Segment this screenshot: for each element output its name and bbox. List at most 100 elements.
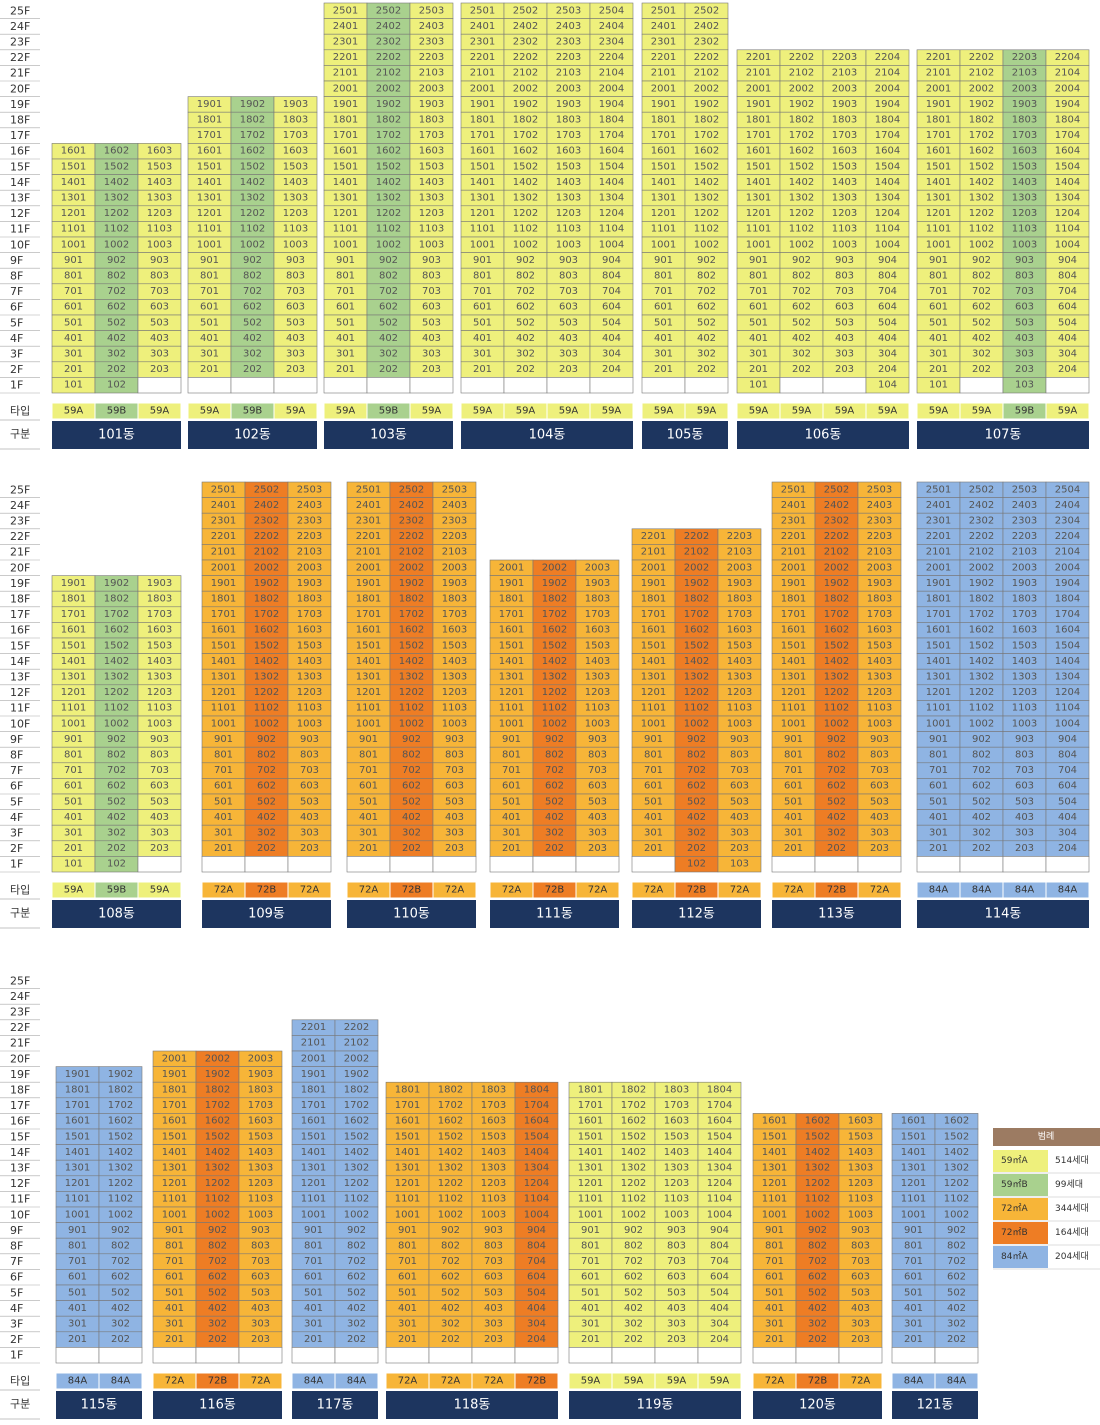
- type-label: 72A: [851, 1376, 871, 1387]
- legend-type: 72㎡B: [1001, 1227, 1028, 1238]
- unit-number: 202: [441, 1334, 460, 1345]
- unit-cell: [137, 377, 182, 394]
- building-name-bar: [188, 421, 317, 449]
- unit-number: 1802: [254, 594, 279, 605]
- unit-number: 403: [251, 1303, 270, 1314]
- unit-cell: [244, 856, 289, 873]
- unit-number: 501: [929, 796, 948, 807]
- unit-number: 1201: [301, 1178, 326, 1189]
- unit-number: 601: [929, 781, 948, 792]
- unit-cell: [934, 1347, 979, 1364]
- unit-number: 1803: [727, 594, 752, 605]
- unit-number: 502: [402, 796, 421, 807]
- floor-label: 23F: [10, 36, 30, 49]
- floor-label: 5F: [10, 316, 23, 329]
- unit-number: 804: [1058, 271, 1077, 282]
- unit-number: 701: [904, 1256, 923, 1267]
- building-name: 102동: [234, 428, 271, 443]
- unit-cell: [822, 377, 867, 394]
- unit-number: 1102: [542, 703, 567, 714]
- unit-number: 1802: [621, 1085, 646, 1096]
- unit-number: 2302: [694, 37, 719, 48]
- floor-label: 12F: [10, 1177, 30, 1190]
- unit-number: 601: [64, 302, 83, 313]
- building-name-bar: [202, 900, 331, 928]
- building-name-bar: [461, 421, 633, 449]
- unit-number: 201: [304, 1334, 323, 1345]
- unit-number: 1203: [1012, 687, 1037, 698]
- floor-label: 25F: [10, 483, 30, 496]
- unit-number: 503: [484, 1287, 503, 1298]
- unit-number: 1203: [727, 687, 752, 698]
- unit-number: 2504: [1055, 484, 1080, 495]
- legend-type: 59㎡B: [1001, 1179, 1028, 1190]
- unit-number: 501: [765, 1287, 784, 1298]
- unit-number: 1702: [399, 609, 424, 620]
- unit-number: 303: [1015, 349, 1034, 360]
- floor-label: 6F: [10, 301, 23, 314]
- unit-number: 903: [300, 734, 319, 745]
- floor-label: 2F: [10, 842, 23, 855]
- unit-number: 1102: [684, 703, 709, 714]
- unit-number: 302: [257, 828, 276, 839]
- unit-number: 303: [730, 828, 749, 839]
- unit-number: 502: [243, 317, 262, 328]
- unit-number: 203: [150, 364, 169, 375]
- unit-number: 702: [545, 765, 564, 776]
- unit-number: 1503: [419, 161, 444, 172]
- unit-number: 503: [870, 796, 889, 807]
- floor-label: 24F: [10, 990, 30, 1003]
- unit-number: 1001: [901, 1209, 926, 1220]
- unit-number: 1202: [376, 208, 401, 219]
- unit-number: 2002: [513, 83, 538, 94]
- unit-number: 2402: [376, 21, 401, 32]
- unit-number: 1303: [481, 1163, 506, 1174]
- unit-number: 1903: [1012, 578, 1037, 589]
- legend-type: 84㎡A: [1001, 1251, 1028, 1262]
- unit-number: 401: [654, 333, 673, 344]
- unit-number: 1602: [805, 1116, 830, 1127]
- unit-number: 1502: [694, 161, 719, 172]
- unit-number: 301: [654, 349, 673, 360]
- unit-number: 601: [654, 302, 673, 313]
- type-label: 59A: [710, 1376, 730, 1387]
- unit-number: 1504: [1055, 640, 1080, 651]
- unit-number: 501: [336, 317, 355, 328]
- unit-number: 2101: [926, 68, 951, 79]
- unit-number: 1402: [104, 177, 129, 188]
- unit-number: 1204: [524, 1178, 549, 1189]
- unit-number: 701: [749, 286, 768, 297]
- type-cell: [589, 402, 634, 420]
- unit-number: 703: [484, 1256, 503, 1267]
- type-label: 59A: [150, 885, 170, 896]
- unit-number: 2502: [824, 484, 849, 495]
- type-label: 59A: [929, 406, 949, 417]
- unit-number: 1103: [481, 1194, 506, 1205]
- unit-number: 1304: [1055, 193, 1080, 204]
- unit-number: 802: [827, 750, 846, 761]
- unit-number: 901: [200, 255, 219, 266]
- unit-number: 2501: [651, 5, 676, 16]
- unit-number: 1702: [513, 130, 538, 141]
- unit-number: 804: [1058, 750, 1077, 761]
- unit-number: 1003: [1012, 239, 1037, 250]
- unit-number: 1701: [746, 130, 771, 141]
- unit-number: 403: [870, 812, 889, 823]
- unit-number: 2302: [254, 516, 279, 527]
- unit-number: 1503: [664, 1131, 689, 1142]
- unit-number: 1602: [344, 1116, 369, 1127]
- unit-number: 1203: [832, 208, 857, 219]
- unit-number: 402: [808, 1303, 827, 1314]
- unit-number: 1402: [240, 177, 265, 188]
- unit-number: 1401: [333, 177, 358, 188]
- unit-number: 902: [441, 1225, 460, 1236]
- unit-number: 1901: [781, 578, 806, 589]
- unit-cell: [891, 1347, 936, 1364]
- type-label: 72A: [165, 1376, 185, 1387]
- type-label: 59A: [602, 406, 622, 417]
- unit-number: 1401: [197, 177, 222, 188]
- unit-number: 2102: [513, 68, 538, 79]
- unit-number: 2403: [297, 500, 322, 511]
- unit-number: 1003: [147, 718, 172, 729]
- unit-number: 2003: [556, 83, 581, 94]
